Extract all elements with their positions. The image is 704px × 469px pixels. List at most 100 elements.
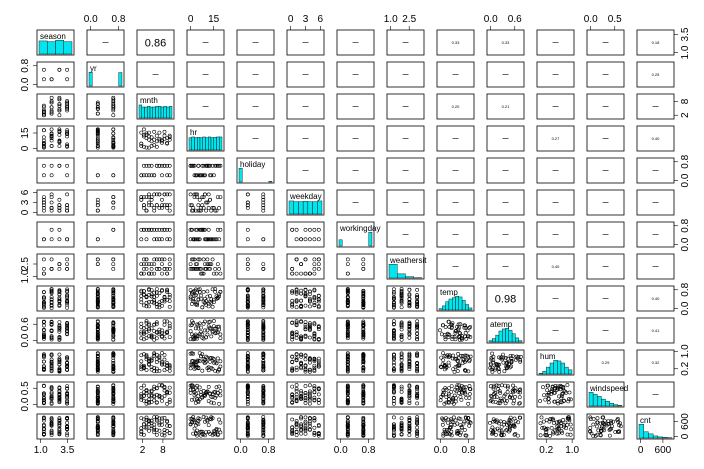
point-weathersit-mnth (144, 266, 149, 271)
point-atemp-weathersit (391, 336, 396, 341)
point-atemp-hr (210, 330, 215, 335)
point-atemp-temp (457, 325, 461, 330)
point-weekday-mnth (154, 192, 159, 197)
point-cnt-windspeed (611, 419, 616, 424)
ytick-label-windspeed: 0.5 (20, 381, 31, 395)
point-cnt-hum (558, 419, 563, 424)
point-weathersit-yr (111, 262, 116, 267)
point-windspeed-mnth (160, 398, 164, 403)
xtick-label-weathersit: 1.0 (384, 14, 398, 25)
point-windspeed-temp (463, 392, 468, 397)
point-cnt-season (57, 426, 62, 431)
point-cnt-mnth (152, 430, 157, 435)
point-windspeed-mnth (162, 385, 167, 390)
panel-hum-cnt (636, 349, 675, 376)
point-cnt-weathersit (415, 434, 420, 438)
point-windspeed-weekday (312, 390, 317, 395)
panel-season-hum (536, 29, 575, 56)
point-temp-weathersit (407, 301, 412, 305)
panel-mnth-hr (186, 93, 225, 120)
panel-hr-mnth (136, 125, 175, 152)
point-weathersit-season (65, 257, 70, 262)
point-weathersit-hr (205, 262, 210, 267)
panel-yr-workingday (336, 61, 375, 88)
panel-yr-temp (436, 61, 475, 88)
point-weathersit-weekday (312, 271, 317, 276)
point-windspeed-workingday (345, 391, 350, 396)
point-cnt-holiday (261, 433, 266, 438)
hist-bar-hr (205, 137, 209, 151)
point-hum-yr (111, 367, 116, 372)
point-weathersit-weekday (316, 257, 321, 262)
point-windspeed-hr (202, 393, 207, 398)
point-hum-weathersit (399, 367, 404, 372)
point-hum-weekday (290, 359, 295, 364)
point-holiday-hr (195, 173, 200, 178)
panel-atemp-workingday (336, 317, 375, 344)
point-hr-mnth (144, 132, 149, 137)
point-atemp-mnth (167, 324, 172, 329)
point-atemp-weekday (307, 322, 312, 327)
point-windspeed-weathersit (415, 393, 420, 398)
point-windspeed-weathersit (391, 388, 396, 393)
hist-bar-weathersit (397, 273, 406, 279)
point-atemp-temp (447, 325, 452, 329)
point-atemp-mnth (165, 329, 170, 334)
point-atemp-weathersit (407, 332, 412, 337)
point-hum-atemp (518, 358, 523, 363)
panel-atemp-hr (186, 317, 225, 344)
point-temp-mnth (141, 289, 146, 294)
point-windspeed-holiday (245, 385, 250, 390)
point-weekday-mnth (141, 203, 146, 208)
corr-season-mnth: 0.86 (145, 38, 166, 50)
point-atemp-mnth (141, 326, 146, 330)
point-cnt-weekday (290, 428, 295, 433)
point-atemp-mnth (152, 334, 157, 339)
panel-temp-yr (86, 285, 125, 312)
point-windspeed-temp (451, 401, 456, 406)
point-hum-yr (95, 368, 100, 372)
point-temp-hr (193, 287, 198, 292)
point-temp-workingday (345, 288, 350, 293)
point-temp-season (49, 295, 54, 299)
point-weekday-hr (197, 208, 202, 213)
point-windspeed-hr (195, 388, 200, 393)
panel-workingday-weathersit (386, 221, 425, 248)
point-windspeed-hr (196, 394, 201, 399)
point-windspeed-weathersit (407, 401, 412, 406)
panel-mnth-temp (436, 93, 475, 120)
panel-windspeed-holiday (236, 381, 275, 408)
hist-bar-cnt (657, 436, 663, 439)
point-weekday-hr (195, 195, 200, 200)
point-windspeed-atemp (491, 385, 496, 390)
point-hum-mnth (152, 351, 157, 356)
point-atemp-weathersit (391, 337, 396, 342)
point-weathersit-mnth (167, 266, 172, 271)
hist-bar-mnth (160, 106, 164, 119)
point-hum-weathersit (399, 368, 404, 373)
corr-hum-windspeed: 0.29 (602, 360, 611, 365)
point-windspeed-season (65, 384, 70, 389)
point-cnt-weathersit (415, 430, 420, 434)
point-hum-weathersit (391, 367, 396, 372)
point-windspeed-mnth (160, 383, 164, 387)
point-cnt-yr (95, 428, 100, 433)
point-cnt-windspeed (595, 420, 600, 425)
panel-workingday-yr (86, 221, 125, 248)
point-weathersit-weekday (290, 271, 295, 276)
point-cnt-weathersit (415, 418, 420, 423)
point-hum-weekday (290, 354, 295, 359)
point-cnt-weekday (303, 426, 308, 431)
point-mnth-season (49, 95, 54, 100)
point-hum-workingday (345, 351, 350, 356)
point-atemp-hr (218, 332, 223, 337)
point-cnt-season (49, 433, 54, 437)
point-workingday-mnth (147, 227, 151, 232)
point-weathersit-hr (205, 257, 210, 262)
point-atemp-season (57, 325, 62, 330)
point-hum-weekday (299, 352, 304, 357)
panel-holiday-weathersit (386, 157, 425, 184)
hist-bar-windspeed (605, 400, 610, 407)
point-windspeed-weekday (303, 391, 308, 395)
point-windspeed-hr (197, 385, 202, 390)
